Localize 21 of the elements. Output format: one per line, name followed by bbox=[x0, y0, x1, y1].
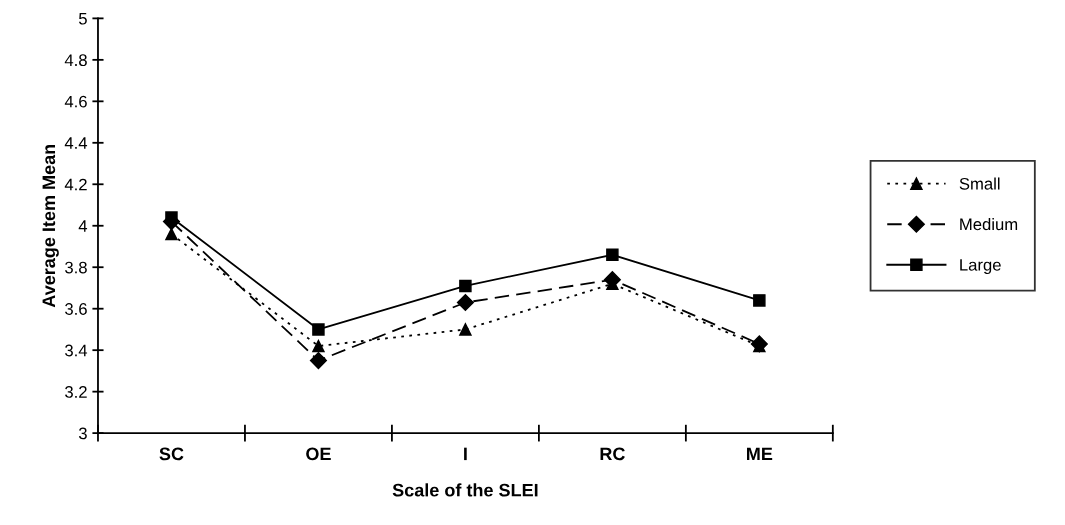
y-tick-label: 3.2 bbox=[65, 386, 87, 398]
y-tick-label: 3.8 bbox=[65, 261, 87, 274]
x-tick-label: I bbox=[464, 447, 467, 461]
y-tick-label: 4.2 bbox=[64, 178, 87, 191]
x-tick-label: RC bbox=[600, 447, 625, 461]
x-tick-label: ME bbox=[747, 447, 773, 461]
y-tick-label: 4.4 bbox=[64, 137, 88, 149]
y-tick-label: 3.6 bbox=[65, 303, 87, 315]
y-tick-label: 5 bbox=[78, 12, 87, 25]
legend-label: Medium bbox=[960, 217, 1018, 231]
x-axis-title: Scale of the SLEI bbox=[392, 483, 538, 497]
y-tick-label: 3 bbox=[78, 427, 87, 440]
x-tick-label: SC bbox=[159, 447, 184, 461]
y-axis-title: Average Item Mean bbox=[42, 144, 59, 308]
y-tick-label: 4.6 bbox=[64, 95, 87, 108]
y-tick-label: 4.8 bbox=[64, 54, 87, 67]
y-tick-label: 4 bbox=[78, 220, 88, 232]
y-tick-label: 3.4 bbox=[65, 344, 88, 357]
legend-label: Small bbox=[959, 177, 1000, 190]
x-tick-label: OE bbox=[306, 447, 331, 461]
legend-label: Large bbox=[960, 259, 1001, 275]
